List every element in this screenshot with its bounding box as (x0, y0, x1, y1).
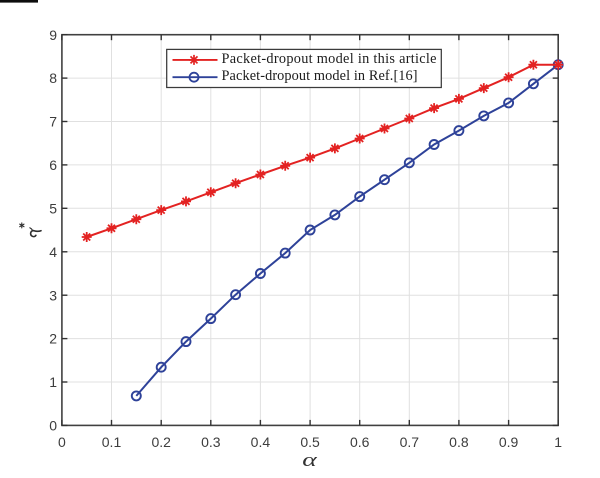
svg-text:0: 0 (49, 418, 57, 434)
svg-text:0.1: 0.1 (102, 434, 122, 450)
svg-text:Packet-dropout model in this a: Packet-dropout model in this article (222, 51, 437, 67)
svg-text:0.4: 0.4 (251, 434, 271, 450)
svg-text:0: 0 (58, 434, 66, 450)
svg-text:0.9: 0.9 (499, 434, 519, 450)
svg-text:9: 9 (49, 27, 57, 43)
svg-text:1: 1 (49, 374, 57, 390)
svg-text:α: α (302, 450, 317, 471)
svg-text:2: 2 (49, 331, 57, 347)
svg-text:4: 4 (49, 244, 57, 260)
svg-text:Packet-dropout model in Ref.[1: Packet-dropout model in Ref.[16] (222, 68, 418, 84)
svg-text:3: 3 (49, 287, 57, 303)
svg-text:0.3: 0.3 (201, 434, 221, 450)
svg-text:5: 5 (49, 200, 57, 216)
svg-text:6: 6 (49, 157, 57, 173)
svg-text:0.6: 0.6 (350, 434, 370, 450)
svg-text:8: 8 (49, 70, 57, 86)
svg-text:0.2: 0.2 (151, 434, 171, 450)
svg-text:0.7: 0.7 (400, 434, 420, 450)
svg-text:1: 1 (554, 434, 562, 450)
svg-text:0.5: 0.5 (300, 434, 320, 450)
svg-text:7: 7 (49, 114, 57, 130)
svg-text:0.8: 0.8 (449, 434, 469, 450)
